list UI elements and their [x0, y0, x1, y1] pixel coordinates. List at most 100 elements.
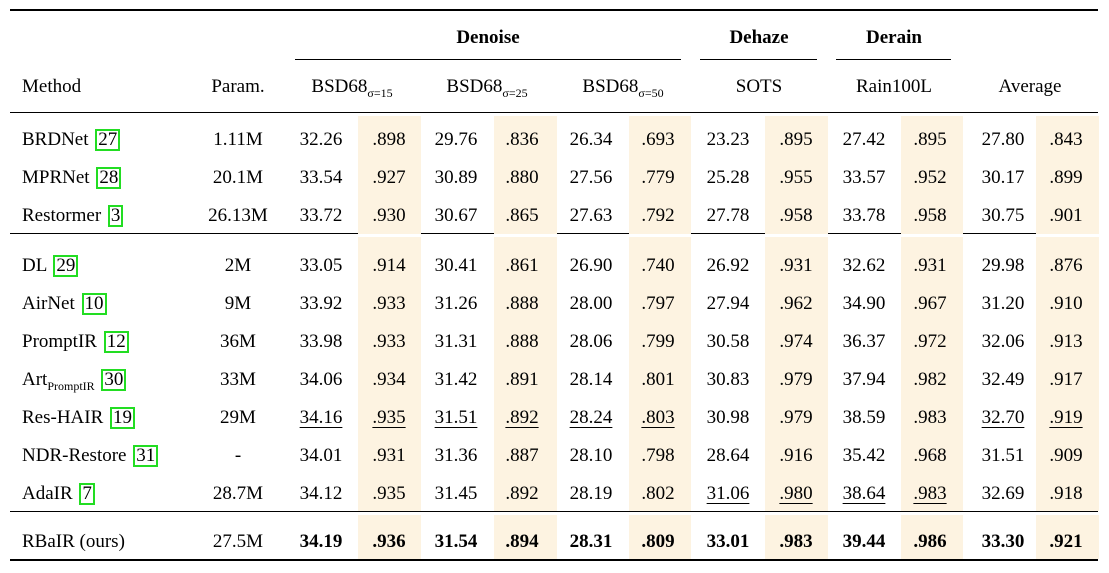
ssim-value: .803	[641, 407, 675, 428]
ssim-column-shade	[494, 237, 557, 511]
psnr-value: 27.78	[706, 205, 750, 226]
ssim-column-shade	[358, 515, 421, 559]
ssim-value: .880	[505, 167, 539, 188]
psnr-value: 32.26	[299, 129, 343, 150]
ssim-column-shade	[1036, 237, 1099, 511]
ssim-value: .894	[505, 531, 539, 552]
psnr-value: 23.23	[706, 129, 750, 150]
psnr-value: 32.69	[981, 483, 1025, 504]
psnr-value: 33.05	[299, 255, 343, 276]
method-label: DL	[22, 255, 47, 276]
ssim-value: .918	[1049, 483, 1083, 504]
psnr-value: 34.16	[299, 407, 343, 428]
psnr-value: 27.94	[706, 293, 750, 314]
ssim-value: .910	[1049, 293, 1083, 314]
top-rule	[10, 9, 1098, 11]
citation-link[interactable]: 27	[95, 129, 121, 151]
ssim-column-shade	[765, 515, 828, 559]
denoise-rule	[295, 59, 681, 60]
ssim-value: .931	[372, 445, 406, 466]
citation-link[interactable]: 28	[96, 167, 122, 189]
param-value: 9M	[224, 293, 252, 314]
header-rule	[10, 112, 1098, 113]
psnr-value: 34.01	[299, 445, 343, 466]
ssim-column-shade	[901, 116, 963, 234]
ssim-value: .983	[913, 483, 947, 504]
ssim-value: .955	[779, 167, 813, 188]
psnr-value: 31.51	[981, 445, 1025, 466]
ssim-value: .891	[505, 369, 539, 390]
method-name: AirNet 10	[22, 292, 107, 316]
ssim-value: .895	[913, 129, 947, 150]
psnr-value: 28.14	[569, 369, 613, 390]
method-name: PromptIR 12	[22, 330, 129, 354]
ssim-value: .916	[779, 445, 813, 466]
psnr-value: 26.92	[706, 255, 750, 276]
citation-link[interactable]: 31	[133, 445, 159, 467]
citation-link[interactable]: 7	[79, 483, 95, 505]
psnr-value: 30.41	[434, 255, 478, 276]
method-label: AirNet	[22, 293, 75, 314]
psnr-value: 33.01	[706, 531, 750, 552]
ssim-value: .917	[1049, 369, 1083, 390]
ssim-value: .740	[641, 255, 675, 276]
ssim-column-shade	[494, 515, 557, 559]
header-bsd68-25-label: BSD68	[446, 76, 503, 97]
header-bsd68-50-label: BSD68	[582, 76, 639, 97]
header-bsd68-25-sigma: σ=25	[502, 85, 528, 100]
citation-link[interactable]: 29	[53, 255, 79, 277]
method-name: MPRNet 28	[22, 166, 122, 190]
param-value: 26.13M	[208, 205, 268, 226]
param-value: 29M	[220, 407, 256, 428]
ssim-value: .968	[913, 445, 947, 466]
psnr-value: 39.44	[842, 531, 886, 552]
ssim-column-shade	[901, 515, 963, 559]
citation-link[interactable]: 30	[101, 369, 127, 391]
psnr-value: 32.62	[842, 255, 886, 276]
citation-link[interactable]: 12	[103, 331, 129, 353]
ssim-value: .779	[641, 167, 675, 188]
ssim-value: .801	[641, 369, 675, 390]
header-rain100l: Rain100L	[856, 76, 932, 97]
citation-link[interactable]: 10	[81, 293, 107, 315]
ssim-value: .792	[641, 205, 675, 226]
method-label: BRDNet	[22, 129, 89, 150]
ssim-value: .861	[505, 255, 539, 276]
param-value: 2M	[224, 255, 252, 276]
ssim-value: .958	[913, 205, 947, 226]
header-bsd68-15-sigma: σ=15	[367, 85, 393, 100]
psnr-value: 31.20	[981, 293, 1025, 314]
ssim-value: .921	[1049, 531, 1083, 552]
ssim-value: .802	[641, 483, 675, 504]
ssim-value: .962	[779, 293, 813, 314]
psnr-value: 32.49	[981, 369, 1025, 390]
header-method: Method	[22, 76, 82, 97]
citation-link[interactable]: 19	[110, 407, 136, 429]
psnr-value: 31.51	[434, 407, 478, 428]
psnr-value: 28.06	[569, 331, 613, 352]
ssim-value: .974	[779, 331, 813, 352]
psnr-value: 30.17	[981, 167, 1025, 188]
psnr-value: 27.63	[569, 205, 613, 226]
psnr-value: 31.45	[434, 483, 478, 504]
ssim-value: .927	[372, 167, 406, 188]
group-header-denoise: Denoise	[456, 27, 520, 48]
psnr-value: 38.64	[842, 483, 886, 504]
citation-link[interactable]: 3	[107, 205, 124, 227]
header-bsd68-50: BSD68σ=50	[582, 75, 663, 105]
psnr-value: 34.90	[842, 293, 886, 314]
method-name: DL 29	[22, 254, 79, 278]
psnr-value: 31.26	[434, 293, 478, 314]
method-label: Art	[22, 369, 48, 390]
ssim-value: .914	[372, 255, 406, 276]
ssim-column-shade	[358, 237, 421, 511]
ssim-value: .934	[372, 369, 406, 390]
psnr-value: 28.19	[569, 483, 613, 504]
ssim-column-shade	[358, 116, 421, 234]
ssim-column-shade	[494, 116, 557, 234]
psnr-value: 38.59	[842, 407, 886, 428]
ssim-value: .836	[505, 129, 539, 150]
psnr-value: 31.42	[434, 369, 478, 390]
header-bsd68-25: BSD68σ=25	[446, 75, 527, 105]
psnr-value: 33.72	[299, 205, 343, 226]
